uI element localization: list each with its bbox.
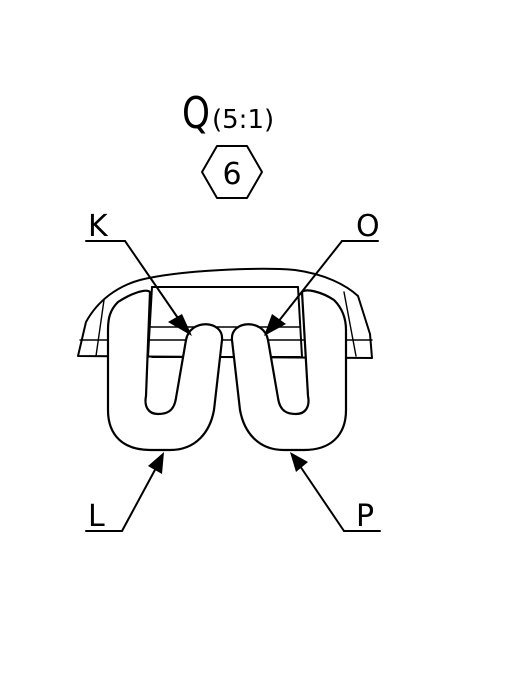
left-u-clip [106, 289, 224, 452]
arrowhead-p [290, 452, 308, 472]
right-u-clip [230, 289, 348, 452]
callout-label-l: L [88, 499, 105, 534]
callout-k: K [85, 209, 192, 336]
arrowhead-l [148, 452, 164, 474]
callout-label-p: P [356, 499, 374, 534]
callout-l: L [85, 452, 164, 534]
detail-number: 6 [222, 157, 241, 192]
callout-label-k: K [88, 209, 109, 244]
view-letter: Q [182, 88, 210, 139]
callout-label-o: O [356, 209, 380, 244]
callout-o: O [264, 209, 380, 336]
arrowhead-k [168, 314, 192, 336]
view-scale: (5:1) [212, 105, 274, 135]
detail-hexagon: 6 [201, 145, 263, 199]
arrowhead-o [264, 314, 286, 336]
callout-p: P [290, 452, 381, 534]
